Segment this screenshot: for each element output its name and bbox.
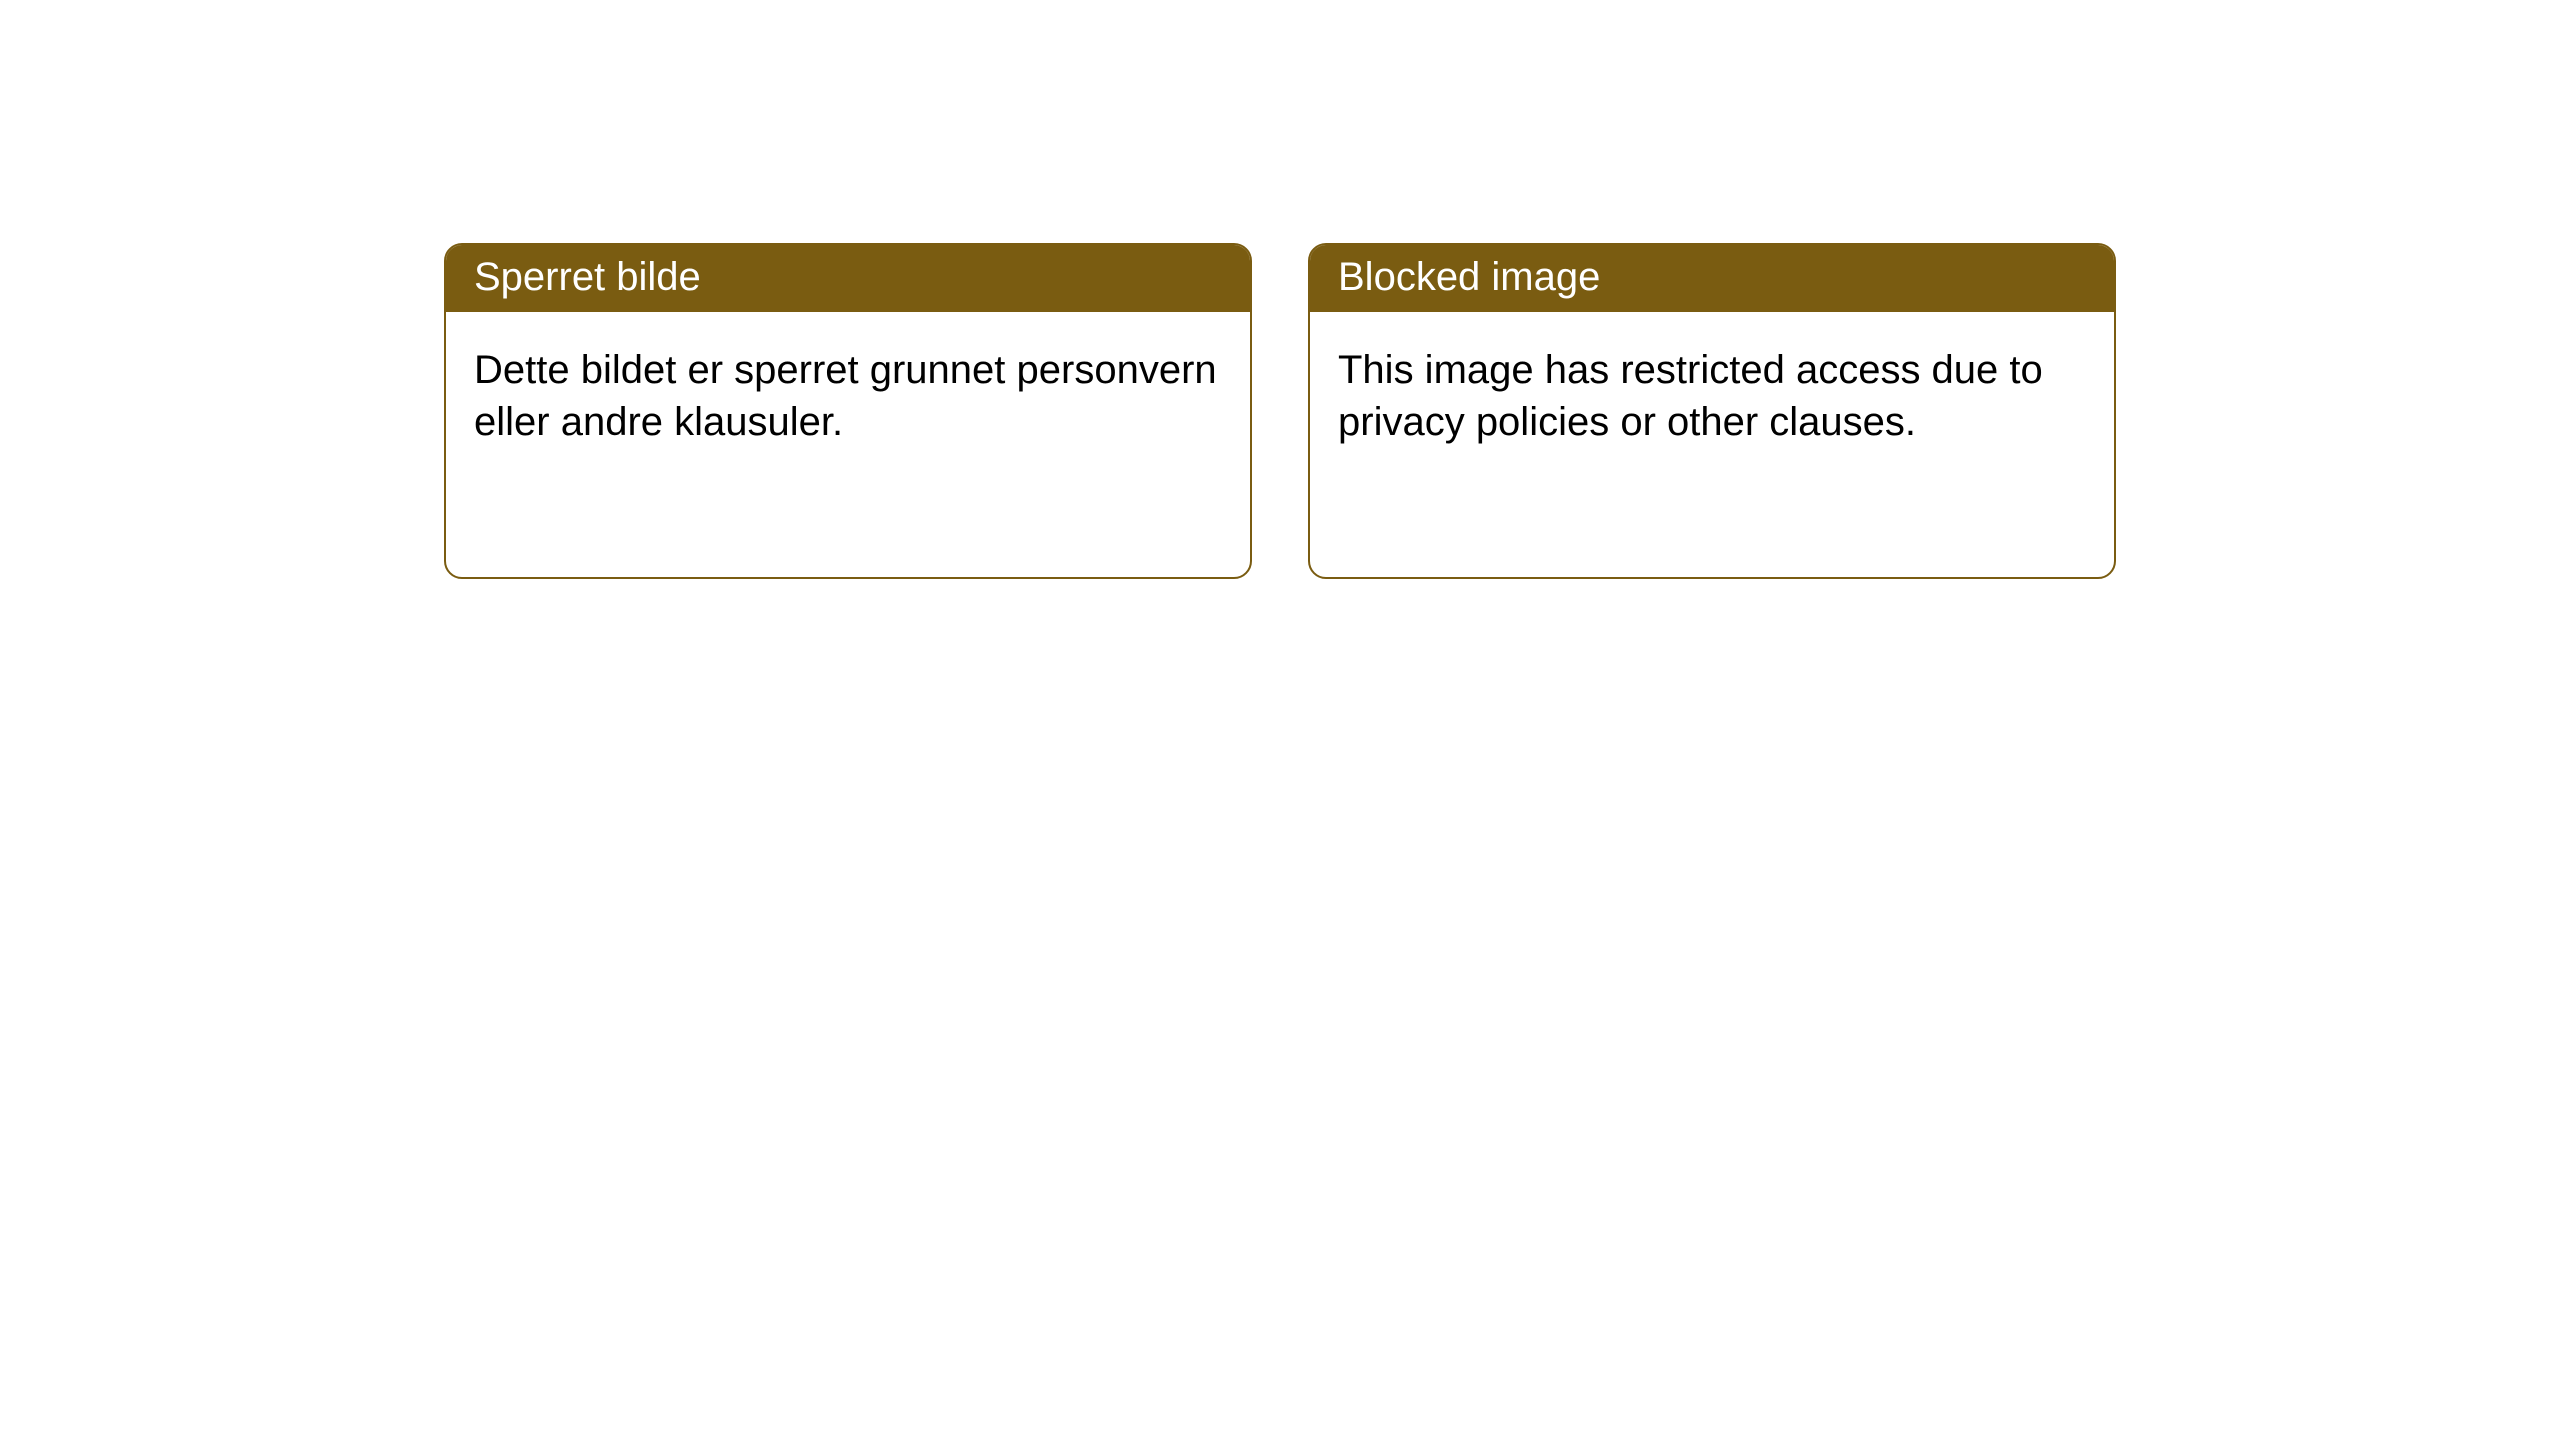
notice-container: Sperret bilde Dette bildet er sperret gr… [0, 0, 2560, 579]
notice-card-title: Blocked image [1310, 245, 2114, 312]
notice-card-body: Dette bildet er sperret grunnet personve… [446, 312, 1250, 480]
notice-card-title: Sperret bilde [446, 245, 1250, 312]
notice-card-english: Blocked image This image has restricted … [1308, 243, 2116, 579]
notice-card-norwegian: Sperret bilde Dette bildet er sperret gr… [444, 243, 1252, 579]
notice-card-body: This image has restricted access due to … [1310, 312, 2114, 480]
